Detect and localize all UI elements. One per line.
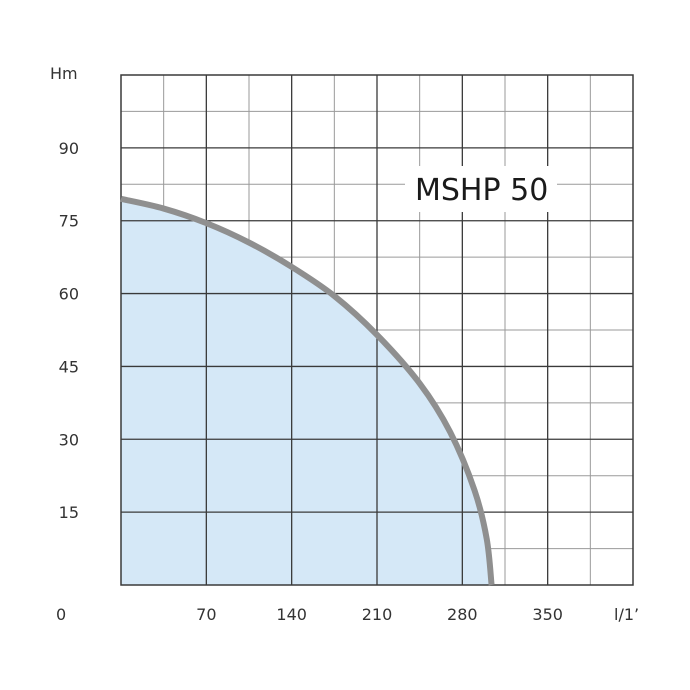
x-tick-label: 70	[196, 605, 216, 624]
x-axis-label: l/1’	[614, 605, 639, 624]
origin-label: 0	[56, 605, 66, 624]
chart-title: MSHP 50	[415, 173, 548, 208]
x-axis-ticks: 70 140 210 280 350	[196, 605, 563, 624]
y-tick-label: 30	[59, 430, 79, 449]
x-tick-label: 280	[447, 605, 478, 624]
y-tick-label: 15	[59, 503, 79, 522]
x-tick-label: 140	[276, 605, 307, 624]
operating-area-fill	[121, 198, 492, 585]
y-tick-label: 60	[59, 285, 79, 304]
y-axis-ticks: 15 30 45 60 75 90	[59, 139, 79, 522]
y-tick-label: 45	[59, 357, 79, 376]
performance-curve	[120, 195, 495, 586]
y-tick-label: 90	[59, 139, 79, 158]
y-tick-label: 75	[59, 212, 79, 231]
major-grid	[121, 75, 633, 585]
y-axis-label: Hm	[50, 64, 78, 83]
x-tick-label: 210	[362, 605, 393, 624]
title-background	[405, 166, 557, 212]
plot-frame	[120, 74, 634, 586]
x-tick-label: 350	[532, 605, 563, 624]
